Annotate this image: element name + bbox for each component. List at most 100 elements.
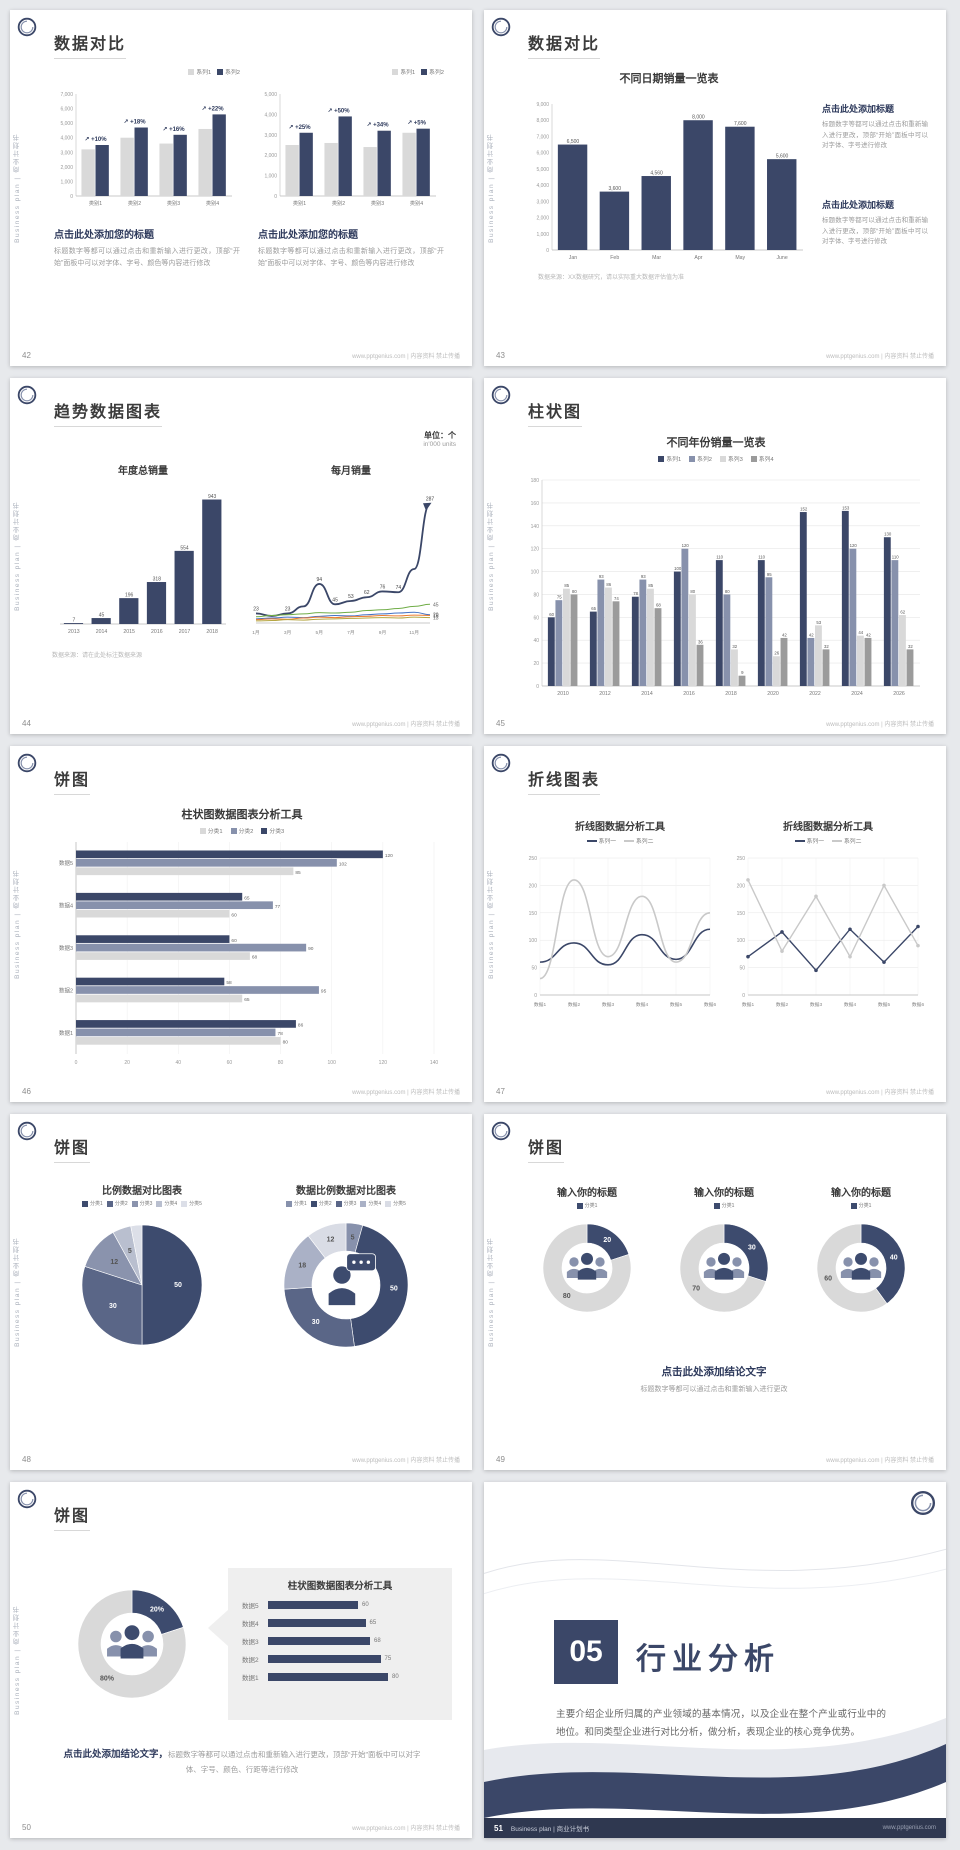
svg-text:60: 60	[824, 1276, 832, 1283]
svg-text:1,000: 1,000	[60, 179, 73, 185]
footer-site: www.pptgenius.com | 内容资料 禁止传播	[826, 722, 934, 728]
conclusion-paragraph: 点击此处添加结论文字，标题数字等都可以通过点击和重新输入进行更改，顶部“开始”面…	[58, 1746, 426, 1777]
svg-text:94: 94	[316, 577, 322, 583]
chart-title: 折线图数据分析工具	[783, 822, 873, 833]
footer-site: www.pptgenius.com | 内容资料 禁止传播	[352, 1826, 460, 1832]
slide-48[interactable]: Business plan | 商业计划书 饼图 比例数据对比图表 分类1 分类2…	[10, 1114, 472, 1470]
svg-text:80: 80	[572, 589, 577, 594]
slide-49[interactable]: Business plan | 商业计划书 饼图 输入你的标题 分类1 20 80…	[484, 1114, 946, 1470]
svg-text:100: 100	[737, 938, 746, 944]
text-block: 点击此处添加标题 标题数字等都可以通过点击和重新输入进行更改，顶部“开始”面板中…	[822, 102, 928, 152]
svg-text:32: 32	[732, 644, 737, 649]
svg-text:86: 86	[298, 1023, 304, 1029]
panel-bar-row: 数据5 60	[242, 1601, 369, 1610]
svg-text:90: 90	[308, 946, 314, 952]
panel-bar-row: 数据2 75	[242, 1655, 392, 1664]
svg-text:4,000: 4,000	[264, 112, 277, 118]
chart-legend: 系列一 系列二	[728, 836, 928, 845]
svg-text:77: 77	[275, 904, 281, 910]
slide-44[interactable]: Business plan | 商业计划书 趋势数据图表 单位：个 in'000…	[10, 378, 472, 734]
svg-text:80: 80	[533, 592, 539, 598]
text-block: 点击此处添加标题 标题数字等都可以通过点击和重新输入进行更改，顶部“开始”面板中…	[822, 198, 928, 248]
legend-item: 分类4	[156, 1200, 177, 1207]
svg-text:76: 76	[380, 584, 386, 590]
svg-text:9,000: 9,000	[536, 102, 549, 108]
svg-text:↗ +10%: ↗ +10%	[84, 137, 107, 143]
svg-text:150: 150	[529, 911, 538, 917]
chart-legend: 分类1 分类2 分类3 分类4 分类5	[42, 1200, 242, 1207]
svg-text:2024: 2024	[851, 691, 863, 697]
svg-text:110: 110	[892, 555, 899, 560]
footer-site: www.pptgenius.com | 内容资料 禁止传播	[352, 1090, 460, 1096]
line-chart: 250 200 150 100 50 0 数据1 数据2 数据3 数据4 数据5 数据6	[520, 846, 720, 1013]
unit-label: 单位：个	[424, 431, 456, 440]
section-number-badge: 05	[554, 1620, 618, 1684]
svg-text:8,000: 8,000	[692, 115, 705, 121]
slide-45[interactable]: Business plan | 商业计划书 柱状图 不同年份销量一览表 系列1 系…	[484, 378, 946, 734]
svg-text:↗ +34%: ↗ +34%	[366, 123, 389, 129]
sidebar-vertical-label: Business plan | 商业计划书	[14, 869, 21, 979]
svg-text:数据4: 数据4	[636, 1001, 649, 1008]
line-chart-markers: 250 200 150 100 50 0 数据1 数据2 数据3 数据4 数据5 数据6	[728, 846, 928, 1013]
brand-logo-icon	[17, 1489, 37, 1509]
chart-legend: 系列1 系列2	[254, 67, 444, 76]
svg-text:2,000: 2,000	[60, 165, 73, 171]
slide-46[interactable]: Business plan | 商业计划书 饼图 柱状图数据图表分析工具 分类1…	[10, 746, 472, 1102]
svg-text:5,000: 5,000	[264, 92, 277, 98]
slide-50[interactable]: Business plan | 商业计划书 饼图 20% 80% 柱状图数据图表分…	[10, 1482, 472, 1838]
pie-chart: 50 30 12 5	[42, 1210, 242, 1365]
svg-text:160: 160	[531, 501, 540, 507]
svg-text:18: 18	[433, 614, 439, 620]
slide-number: 47	[496, 1087, 505, 1096]
slide-number: 50	[22, 1823, 31, 1832]
sidebar-vertical-label: Business plan | 商业计划书	[14, 1237, 21, 1347]
brand-logo-icon	[17, 385, 37, 405]
footer-site: www.pptgenius.com | 内容资料 禁止传播	[352, 354, 460, 360]
svg-text:20: 20	[533, 661, 539, 667]
slide-47[interactable]: Business plan | 商业计划书 折线图表 折线图数据分析工具 系列一…	[484, 746, 946, 1102]
slide-42[interactable]: Business plan | 商业计划书 数据对比 系列1 系列2 7,000 6…	[10, 10, 472, 366]
svg-text:100: 100	[531, 570, 540, 576]
svg-text:0: 0	[536, 684, 539, 690]
svg-text:2016: 2016	[683, 691, 695, 697]
chart-title: 不同年份销量一览表	[666, 437, 766, 449]
legend-item: 分类4	[360, 1200, 381, 1207]
svg-text:0: 0	[546, 248, 549, 254]
svg-text:1,000: 1,000	[536, 232, 549, 238]
chart-title: 年度总销量	[118, 466, 168, 477]
panel-bar-row: 数据1 80	[242, 1673, 399, 1682]
svg-text:45: 45	[332, 597, 338, 603]
svg-text:943: 943	[208, 494, 217, 500]
svg-text:3,000: 3,000	[536, 199, 549, 205]
sidebar-vertical-label: Business plan | 商业计划书	[488, 501, 495, 611]
conclusion-body: 标题数字等都可以通过点击和重新输入进行更改	[640, 1386, 788, 1393]
chart-title: 柱状图数据图表分析工具	[181, 809, 303, 821]
svg-text:7,000: 7,000	[536, 134, 549, 140]
legend-item: 分类3	[335, 1200, 356, 1207]
block-heading: 点击此处添加您的标题	[54, 230, 154, 241]
svg-text:75: 75	[557, 595, 562, 600]
svg-text:30: 30	[109, 1303, 117, 1310]
svg-text:100: 100	[529, 938, 538, 944]
svg-text:318: 318	[153, 577, 162, 583]
svg-text:数据5: 数据5	[670, 1001, 683, 1008]
slide-51[interactable]: 05 行业分析 主要介绍企业所归属的产业领域的基本情况，以及企业在整个产业或行业…	[484, 1482, 946, 1838]
sidebar-vertical-label: Business plan | 商业计划书	[14, 133, 21, 243]
grouped-bar-chart: 7,000 6,000 5,000 4,000 3,000 2,000 1,000 0 类别1 ↗…	[50, 76, 240, 213]
slide-title: 饼图	[54, 1134, 91, 1163]
slide-number: 46	[22, 1087, 31, 1096]
panel-pointer	[208, 1610, 228, 1646]
svg-text:85: 85	[295, 870, 301, 876]
svg-text:30: 30	[748, 1245, 756, 1252]
svg-text:40: 40	[176, 1060, 182, 1066]
text-block: 点击此处添加您的标题 标题数字等都可以通过点击和重新输入进行更改，顶部“开始”面…	[258, 226, 444, 269]
slide-title: 趋势数据图表	[54, 398, 163, 427]
legend-item: 系列2	[689, 454, 712, 463]
donut-chart: 20% 80%	[52, 1574, 212, 1719]
slide-43[interactable]: Business plan | 商业计划书 数据对比 不同日期销量一览表 9,0…	[484, 10, 946, 366]
footer-brand: Business plan | 商业计划书	[510, 1826, 590, 1833]
svg-text:80: 80	[563, 1293, 571, 1300]
legend-item: 系列3	[720, 454, 743, 463]
svg-text:数据3: 数据3	[602, 1001, 615, 1008]
svg-text:23: 23	[253, 606, 259, 612]
